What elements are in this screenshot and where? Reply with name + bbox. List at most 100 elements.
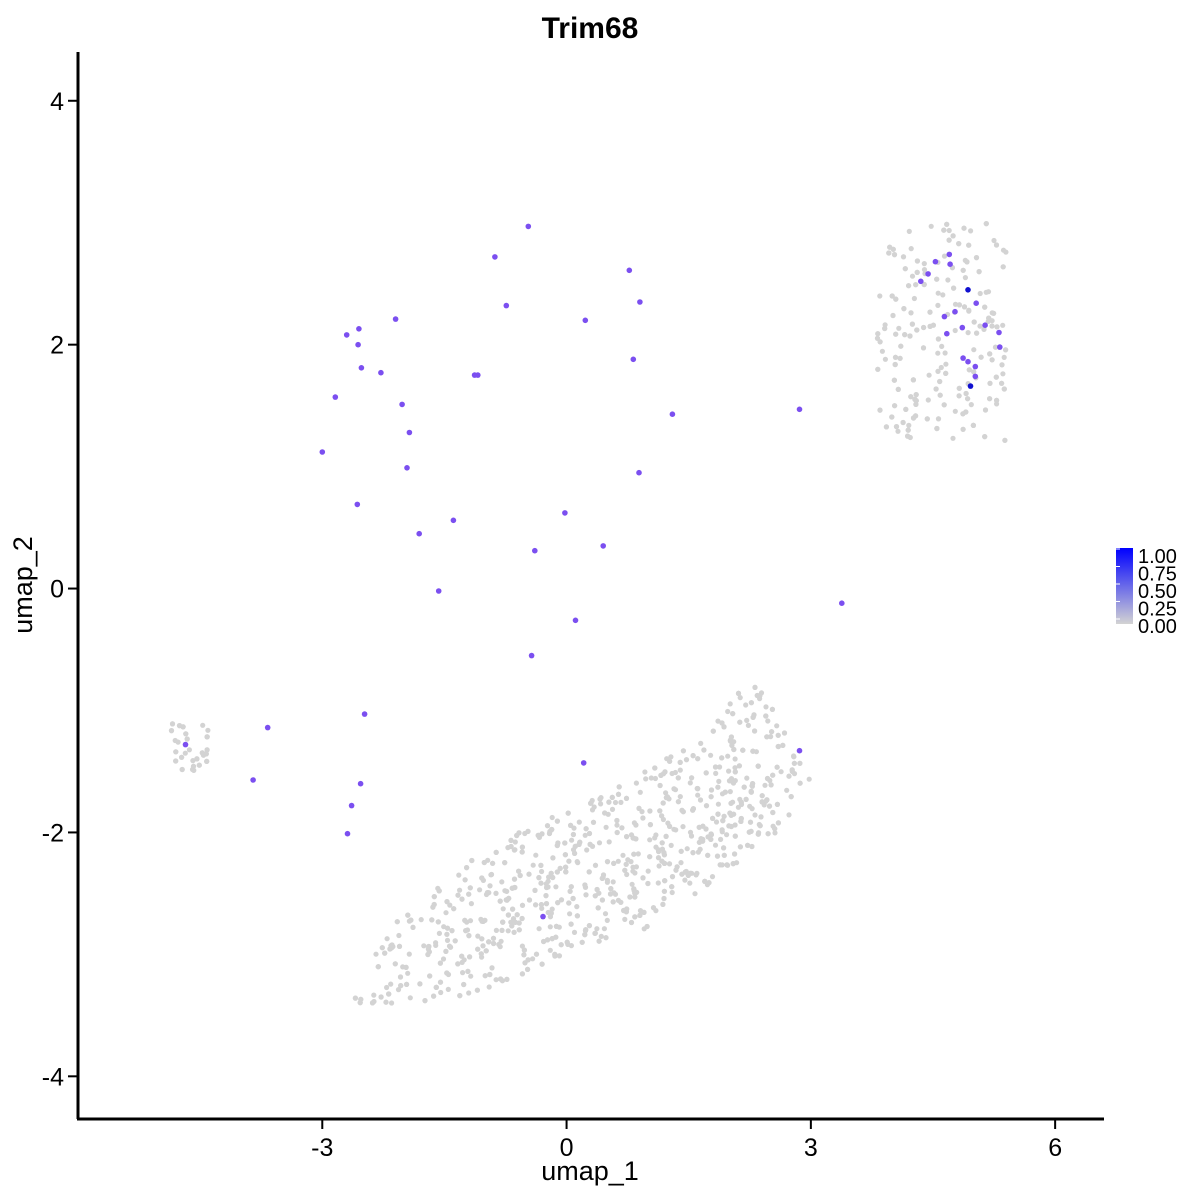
cell-point <box>656 848 662 855</box>
cell-point <box>623 861 629 867</box>
cell-point <box>935 336 942 342</box>
cell-point <box>971 347 977 353</box>
cell-point <box>788 794 794 800</box>
cell-point <box>882 325 888 332</box>
expressing-cell-point <box>525 223 532 230</box>
cell-point <box>417 981 423 987</box>
cell-point <box>764 797 770 803</box>
cell-point <box>663 790 669 796</box>
cell-point <box>755 831 761 837</box>
cell-point <box>549 814 555 821</box>
cell-point <box>887 244 893 250</box>
cell-point <box>968 402 974 408</box>
cell-point <box>530 956 536 962</box>
expressing-cell-point <box>636 469 642 476</box>
cell-point <box>583 892 589 898</box>
cell-point <box>645 868 651 874</box>
cell-point <box>738 818 744 825</box>
cell-point <box>194 756 200 762</box>
cell-point <box>721 724 727 730</box>
cell-point <box>935 350 941 356</box>
cell-point <box>633 822 639 828</box>
expressing-cell-point <box>503 302 510 309</box>
cell-point <box>517 872 523 879</box>
cell-point <box>715 718 721 724</box>
cell-point <box>893 331 899 337</box>
expressing-cell-point <box>435 588 442 594</box>
cell-point <box>436 930 442 937</box>
expressing-cell-point <box>946 251 953 258</box>
colorbar-label: 1.00 <box>1138 546 1177 568</box>
expressing-cell-point <box>264 724 271 731</box>
y-tick-label: -4 <box>42 1063 64 1091</box>
cell-point <box>662 878 668 884</box>
cell-point <box>641 909 647 916</box>
cell-point <box>610 899 616 905</box>
cell-point <box>173 749 179 755</box>
cell-point <box>636 805 642 812</box>
cell-point <box>460 970 466 976</box>
cell-point <box>389 942 395 948</box>
cell-point <box>938 364 944 371</box>
cell-point <box>443 910 449 916</box>
cell-point <box>667 758 673 764</box>
cell-point <box>946 227 952 234</box>
cell-point <box>806 776 812 782</box>
cell-point <box>549 936 555 942</box>
cell-point <box>908 246 914 252</box>
cell-point <box>772 830 778 836</box>
cell-point <box>392 961 398 967</box>
cell-point <box>546 874 552 880</box>
cell-point <box>749 806 755 812</box>
expressing-cell-point <box>406 429 413 436</box>
cell-point <box>436 888 442 894</box>
cell-point <box>791 760 798 766</box>
cell-point <box>631 851 637 857</box>
cell-point <box>963 390 969 397</box>
cell-point <box>575 860 581 866</box>
cell-point <box>759 793 765 799</box>
cell-point <box>538 880 544 886</box>
cell-point <box>504 976 510 983</box>
cell-point <box>408 917 414 923</box>
cell-point <box>493 927 499 934</box>
expressing-cell-point <box>973 300 979 307</box>
cell-point <box>906 283 912 289</box>
cell-point <box>184 736 190 742</box>
expressing-cell-point <box>562 510 568 516</box>
cell-point <box>637 789 643 795</box>
cell-point <box>554 818 561 824</box>
cell-point <box>548 870 554 876</box>
cell-point <box>582 832 588 838</box>
cell-point <box>437 960 443 966</box>
cell-point <box>710 815 716 822</box>
cell-point <box>945 277 951 283</box>
cell-point <box>650 905 657 911</box>
cell-point <box>786 812 792 818</box>
x-axis-title: umap_1 <box>541 1156 639 1186</box>
cell-point <box>775 743 781 750</box>
expressing-cell-point <box>941 313 948 320</box>
cell-point <box>570 895 576 902</box>
cell-point <box>618 899 624 905</box>
cell-point <box>677 794 683 800</box>
cell-point <box>431 993 437 999</box>
cell-point <box>952 301 959 307</box>
cell-point <box>659 813 665 819</box>
cell-point <box>604 877 611 884</box>
cell-point <box>710 728 716 734</box>
cell-point <box>962 275 969 281</box>
cell-point <box>789 767 795 773</box>
cell-point <box>630 835 636 841</box>
cell-point <box>484 890 491 896</box>
cell-point <box>384 984 390 991</box>
cell-point <box>478 951 484 957</box>
cell-point <box>769 729 775 735</box>
expressing-cell-point <box>972 373 979 380</box>
cell-point <box>571 929 578 936</box>
expressing-cell-point <box>354 501 361 508</box>
cell-point <box>444 925 451 931</box>
cell-point <box>944 221 950 227</box>
cell-point <box>616 784 622 790</box>
cell-point <box>970 422 977 428</box>
